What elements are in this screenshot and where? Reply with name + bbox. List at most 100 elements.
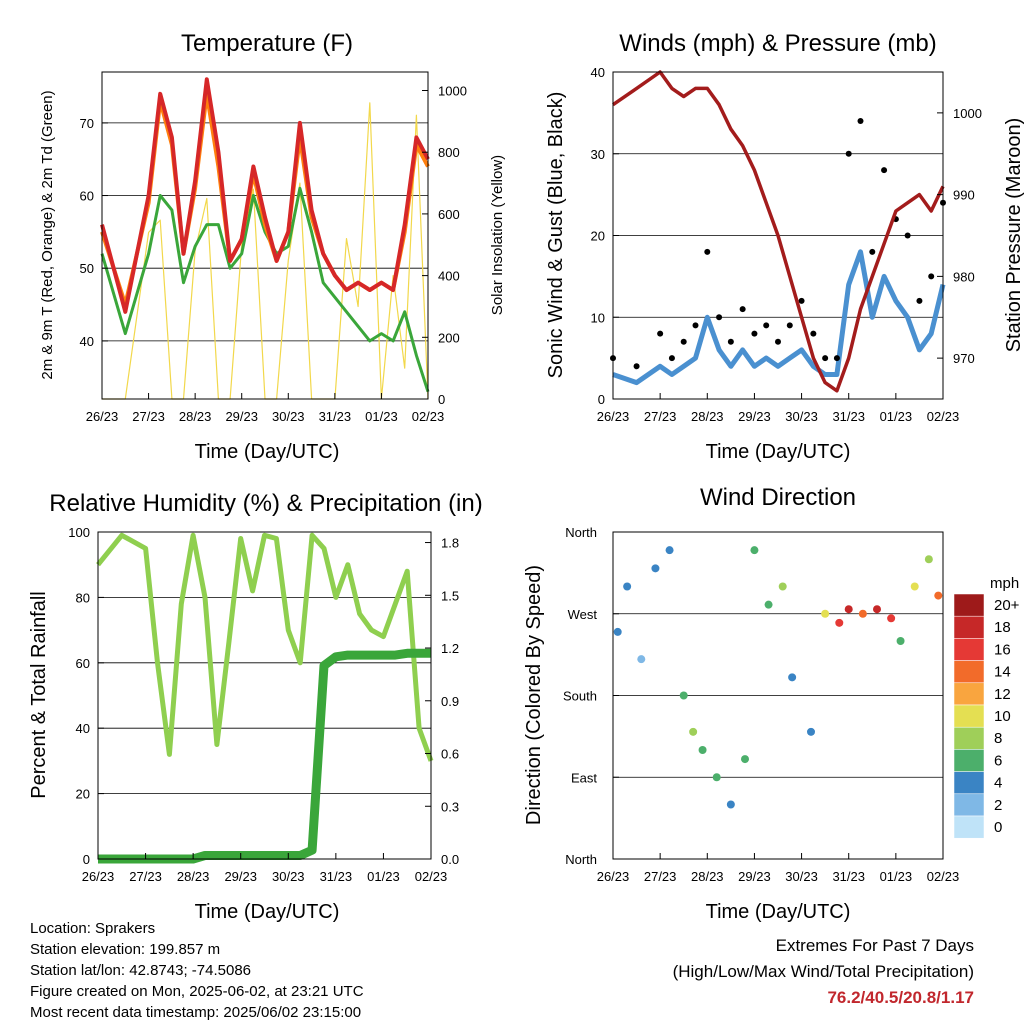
y2-tick-label: 400 [438,269,460,284]
y-tick-label: 20 [591,229,605,244]
extremes-box: Extremes For Past 7 Days (High/Low/Max W… [673,933,974,1011]
temperature-ylabel: 2m & 9m T (Red, Orange) & 2m Td (Green) [39,90,56,379]
figure-created: Figure created on Mon, 2025-06-02, at 23… [30,983,364,1000]
winds-y2label: Station Pressure (Maroon) [1003,118,1024,353]
gust-point [916,297,923,304]
gust-point [881,167,888,174]
y-tick-label: 40 [80,334,94,349]
direction-point [807,727,815,736]
x-tick-label: 27/23 [644,869,677,884]
solar-insolation-line [102,102,429,400]
winds-xlabel: Time (Day/UTC) [706,441,851,463]
gust-point [786,322,793,329]
station-elevation: Station elevation: 199.857 m [30,941,221,958]
x-tick-label: 28/23 [179,409,212,424]
temperature-panel: Temperature (F) 26/23 27/23 28/23 29/23 30/2… [39,30,506,463]
x-tick-label: 02/23 [415,869,448,884]
x-tick-label: 30/23 [785,869,818,884]
direction-point [835,618,844,627]
direction-point [924,555,933,564]
direction-panel: Wind Direction 26/23 27/23 28/23 29/23 30/23… [523,484,1020,923]
legend-label: 0 [994,819,1002,836]
winds-title: Winds (mph) & Pressure (mb) [619,30,936,57]
y-tick-label: 10 [591,310,605,325]
x-tick-label: 27/23 [644,409,677,424]
station-info: Location: Sprakers Station elevation: 19… [30,918,364,1023]
pressure-line [612,70,945,393]
temperature-plot-frame [101,71,429,400]
legend-label: 2 [994,797,1002,814]
y-tick-label: South [563,689,597,704]
direction-ylabel: Direction (Colored By Speed) [523,565,545,825]
direction-point [858,609,867,618]
y-tick-label: 0 [83,852,90,867]
direction-point [873,605,881,614]
direction-point [778,582,787,591]
x-tick-label: 30/23 [785,409,818,424]
gust-point [751,330,758,337]
x-tick-label: 02/23 [927,409,960,424]
x-tick-label: 01/23 [365,409,398,424]
y-tick-label: 40 [76,721,90,736]
x-tick-label: 29/23 [738,409,771,424]
temperature-title: Temperature (F) [181,30,353,57]
direction-point [764,600,773,609]
y2-tick-label: 0.6 [441,747,459,762]
x-tick-label: 29/23 [225,409,258,424]
x-tick-label: 29/23 [738,869,771,884]
y-tick-label: North [565,525,597,540]
y-tick-label: 30 [591,147,605,162]
y-tick-label: 80 [76,590,90,605]
gust-point [833,355,840,362]
gust-point [775,338,781,345]
y2-tick-label: 1000 [438,84,467,99]
humidity-line [96,532,434,762]
legend-title: mph [990,575,1019,592]
legend-swatch [953,638,985,661]
direction-point [887,614,896,623]
legend-label: 6 [994,752,1002,769]
legend-label: 10 [994,708,1011,725]
legend-swatch [953,726,985,750]
gust-point [857,118,864,125]
legend-swatch [953,593,985,617]
gust-point [798,297,805,304]
gust-point [668,355,675,362]
gust-point [692,322,699,329]
direction-point [934,591,943,600]
x-tick-label: 01/23 [367,869,400,884]
x-tick-label: 31/23 [832,409,865,424]
sonic-wind-line [612,249,946,386]
extremes-subtitle: (High/Low/Max Wind/Total Precipitation) [672,962,974,981]
legend-label: 14 [994,664,1011,681]
gust-point [727,338,734,345]
station-location: Location: Sprakers [30,920,156,937]
winds-ylabel: Sonic Wind & Gust (Blue, Black) [545,92,567,379]
legend-swatch [953,660,985,684]
gust-point [810,330,817,337]
x-tick-label: 26/23 [597,869,630,884]
gust-point [680,338,687,345]
gust-point [739,306,746,313]
legend-label: 18 [994,619,1011,636]
gust-point [822,355,829,362]
legend-swatch [953,615,985,639]
x-tick-label: 31/23 [319,409,352,424]
y2-tick-label: 990 [953,188,975,203]
x-tick-label: 02/23 [927,869,960,884]
y2-tick-label: 970 [953,351,975,366]
y-tick-label: 60 [76,656,90,671]
temperature-y2label: Solar Insolation (Yellow) [489,155,506,315]
legend-label: 16 [994,641,1011,658]
x-tick-label: 30/23 [272,409,305,424]
direction-point [613,627,622,636]
y-tick-label: 0 [598,392,605,407]
direction-point [665,546,674,555]
direction-point [679,691,688,700]
temp-9m-line [100,91,430,307]
y2-tick-label: 600 [438,207,460,222]
direction-point [821,609,830,618]
y-tick-label: West [568,607,598,622]
extremes-values: 76.2/40.5/20.8/1.17 [827,988,974,1007]
